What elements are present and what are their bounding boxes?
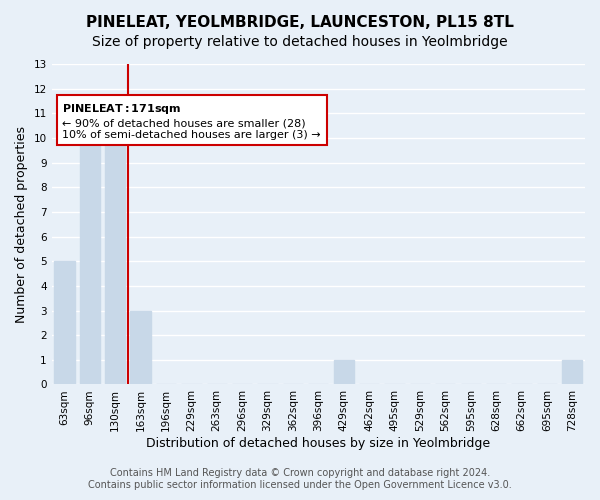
Y-axis label: Number of detached properties: Number of detached properties (15, 126, 28, 322)
Bar (130, 310, 151, 384)
Bar (562, 360, 583, 384)
Bar (334, 360, 354, 384)
Bar (54, 261, 74, 384)
Text: Size of property relative to detached houses in Yeolmbridge: Size of property relative to detached ho… (92, 35, 508, 49)
Text: PINELEAT, YEOLMBRIDGE, LAUNCESTON, PL15 8TL: PINELEAT, YEOLMBRIDGE, LAUNCESTON, PL15 … (86, 15, 514, 30)
Bar (80, 114, 100, 384)
Text: $\bf{PINELEAT: 171sqm}$
← 90% of detached houses are smaller (28)
10% of semi-de: $\bf{PINELEAT: 171sqm}$ ← 90% of detache… (62, 102, 321, 140)
Text: Contains HM Land Registry data © Crown copyright and database right 2024.
Contai: Contains HM Land Registry data © Crown c… (88, 468, 512, 490)
Bar (105, 114, 125, 384)
X-axis label: Distribution of detached houses by size in Yeolmbridge: Distribution of detached houses by size … (146, 437, 490, 450)
